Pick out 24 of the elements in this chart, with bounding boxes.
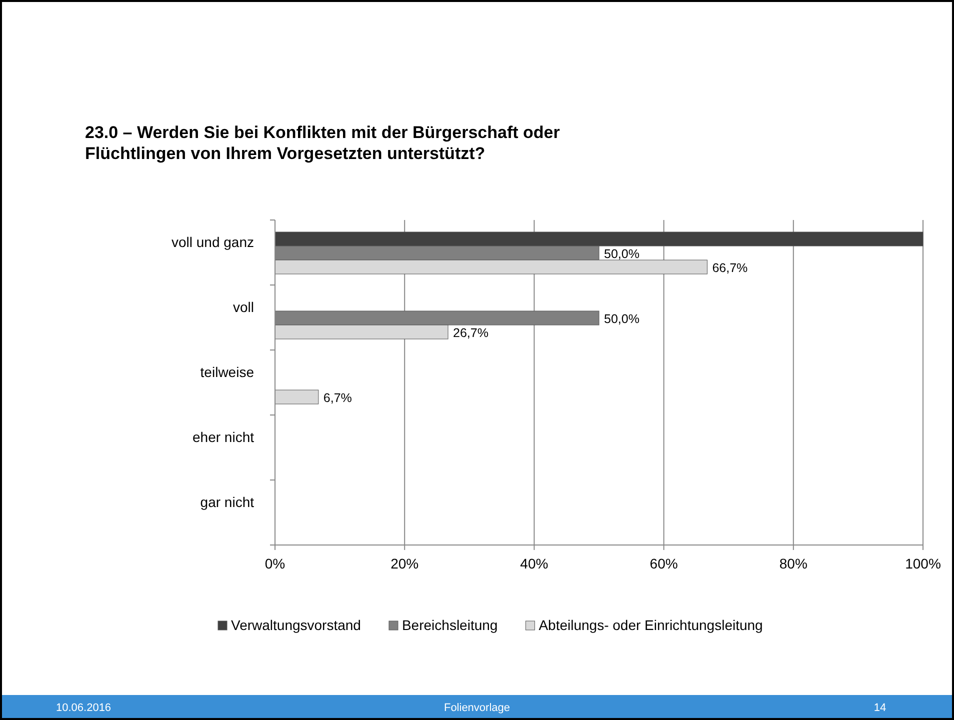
x-tick-label: 80% — [779, 555, 808, 572]
y-tick-label: voll und ganz — [171, 234, 254, 250]
chart-title: 23.0 – Werden Sie bei Konflikten mit der Bürgerschaft oder Flüchtlingen von Ihrem Vorgesetzten unterstützt? — [85, 123, 560, 163]
data-label: 50,0% — [604, 247, 640, 261]
data-label: 6,7% — [323, 391, 352, 405]
y-tick-label: teilweise — [200, 364, 254, 380]
legend-label: Abteilungs- oder Einrichtungsleitung — [538, 617, 763, 633]
data-label: 66,7% — [712, 261, 748, 275]
data-label: 26,7% — [453, 326, 488, 340]
text: Folienvorlage — [444, 702, 510, 714]
x-tick-label: 60% — [650, 555, 678, 572]
legend-label: Bereichsleitung — [402, 617, 498, 633]
bar — [274, 390, 319, 404]
x-tick-label: 20% — [390, 555, 419, 572]
y-tick-label: voll — [232, 298, 254, 315]
x-tick-label: 40% — [520, 555, 548, 572]
x-tick-label: 0% — [264, 555, 286, 572]
text: 10.06.2016 — [56, 702, 112, 714]
y-tick-label: gar nicht — [200, 494, 254, 510]
y-tick-label: eher nicht — [192, 428, 254, 445]
text: 14 — [874, 702, 886, 714]
data-label: 50,0% — [604, 312, 640, 326]
x-tick-label: 100% — [905, 555, 941, 572]
legend-label: Verwaltungsvorstand — [231, 617, 361, 633]
